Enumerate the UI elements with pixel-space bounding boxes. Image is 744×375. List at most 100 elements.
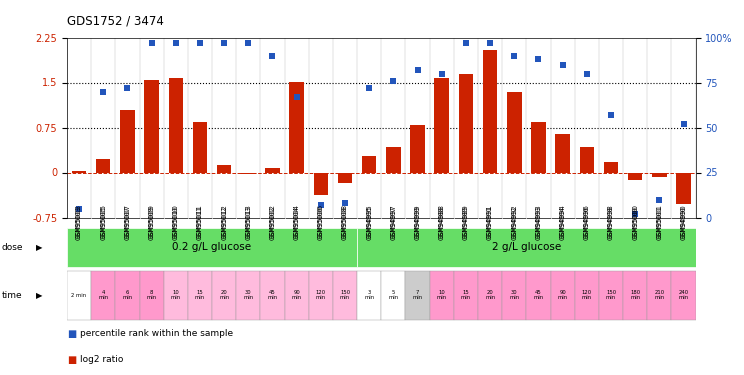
Text: GSM95000: GSM95000 <box>632 204 638 240</box>
Text: 45
min: 45 min <box>267 290 278 300</box>
Text: GSM95009: GSM95009 <box>149 206 155 238</box>
Text: 15
min: 15 min <box>461 290 471 300</box>
Text: 150
min: 150 min <box>606 290 616 300</box>
Text: GSM94988: GSM94988 <box>439 206 445 238</box>
Text: 30
min: 30 min <box>243 290 254 300</box>
Text: GSM94999: GSM94999 <box>414 204 420 240</box>
Bar <box>604 162 618 172</box>
Bar <box>434 78 449 172</box>
Text: 150
min: 150 min <box>340 290 350 300</box>
Text: 15
min: 15 min <box>195 290 205 300</box>
Text: GSM95002: GSM95002 <box>269 206 275 238</box>
Bar <box>676 172 690 204</box>
Text: GSM94993: GSM94993 <box>536 204 542 240</box>
Text: GSM95001: GSM95001 <box>656 206 662 238</box>
Bar <box>362 156 376 172</box>
Point <box>653 196 665 202</box>
Bar <box>284 271 309 320</box>
Text: 240
min: 240 min <box>679 290 689 300</box>
Bar <box>212 271 237 320</box>
Text: 7
min: 7 min <box>412 290 423 300</box>
Point <box>629 211 641 217</box>
Bar <box>599 271 623 320</box>
Bar <box>411 125 425 172</box>
Text: GSM95005: GSM95005 <box>100 204 106 240</box>
Bar <box>217 165 231 172</box>
Bar <box>67 228 357 267</box>
Text: 0.2 g/L glucose: 0.2 g/L glucose <box>173 243 251 252</box>
Text: 10
min: 10 min <box>170 290 181 300</box>
Bar <box>575 271 599 320</box>
Text: GSM95009: GSM95009 <box>149 204 155 240</box>
Bar <box>266 168 280 172</box>
Text: GSM95011: GSM95011 <box>197 204 203 240</box>
Text: GSM94991: GSM94991 <box>487 206 493 238</box>
Bar <box>144 80 159 172</box>
Point <box>411 67 423 73</box>
Text: GSM94998: GSM94998 <box>608 206 614 238</box>
Bar <box>96 159 110 172</box>
Text: 90
min: 90 min <box>292 290 302 300</box>
Bar <box>309 271 333 320</box>
Point <box>315 202 327 208</box>
Text: GSM94989: GSM94989 <box>463 204 469 240</box>
Point <box>484 40 496 46</box>
Text: ■: ■ <box>67 355 76 365</box>
Bar <box>405 271 430 320</box>
Bar <box>338 172 353 183</box>
Text: GSM94997: GSM94997 <box>391 206 397 238</box>
Text: GDS1752 / 3474: GDS1752 / 3474 <box>67 15 164 28</box>
Bar <box>458 74 473 172</box>
Text: 8
min: 8 min <box>147 290 157 300</box>
Text: GSM94995: GSM94995 <box>366 206 372 238</box>
Text: GSM95007: GSM95007 <box>124 206 130 238</box>
Bar <box>555 134 570 172</box>
Text: 120
min: 120 min <box>582 290 592 300</box>
Text: dose: dose <box>1 243 23 252</box>
Text: 45
min: 45 min <box>533 290 544 300</box>
Text: GSM95001: GSM95001 <box>656 204 662 240</box>
Text: GSM94990: GSM94990 <box>681 204 687 240</box>
Text: GSM94993: GSM94993 <box>536 206 542 238</box>
Text: GSM95010: GSM95010 <box>173 204 179 240</box>
Text: 30
min: 30 min <box>509 290 519 300</box>
Text: 5
min: 5 min <box>388 290 399 300</box>
Text: GSM94988: GSM94988 <box>439 204 445 240</box>
Text: GSM95005: GSM95005 <box>100 206 106 238</box>
Bar <box>357 271 382 320</box>
Bar <box>502 271 527 320</box>
Text: 20
min: 20 min <box>219 290 229 300</box>
Bar <box>551 271 574 320</box>
Text: GSM95011: GSM95011 <box>197 206 203 238</box>
Text: 10
min: 10 min <box>437 290 447 300</box>
Text: GSM95003: GSM95003 <box>76 206 82 238</box>
Text: GSM95013: GSM95013 <box>246 206 251 238</box>
Text: GSM94989: GSM94989 <box>463 206 469 238</box>
Bar <box>314 172 328 195</box>
Bar <box>164 271 188 320</box>
Bar <box>115 271 140 320</box>
Text: 210
min: 210 min <box>654 290 664 300</box>
Bar <box>671 271 696 320</box>
Text: GSM95008: GSM95008 <box>342 204 348 240</box>
Bar <box>386 147 400 172</box>
Text: GSM95004: GSM95004 <box>294 204 300 240</box>
Point <box>73 206 85 212</box>
Bar <box>357 228 696 267</box>
Text: GSM94992: GSM94992 <box>511 206 517 238</box>
Point <box>363 85 375 91</box>
Point <box>243 40 254 46</box>
Text: 6
min: 6 min <box>122 290 132 300</box>
Point <box>460 40 472 46</box>
Text: ■: ■ <box>67 329 76 339</box>
Text: GSM95013: GSM95013 <box>246 204 251 240</box>
Text: 20
min: 20 min <box>485 290 496 300</box>
Text: GSM94996: GSM94996 <box>584 204 590 240</box>
Point <box>581 70 593 76</box>
Text: GSM95003: GSM95003 <box>76 204 82 240</box>
Point <box>388 78 400 84</box>
Text: ▶: ▶ <box>36 243 42 252</box>
Bar <box>454 271 478 320</box>
Point <box>508 53 520 58</box>
Point <box>146 40 158 46</box>
